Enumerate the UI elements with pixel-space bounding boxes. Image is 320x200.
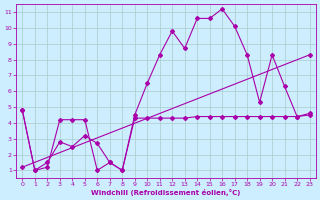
X-axis label: Windchill (Refroidissement éolien,°C): Windchill (Refroidissement éolien,°C) (91, 189, 241, 196)
